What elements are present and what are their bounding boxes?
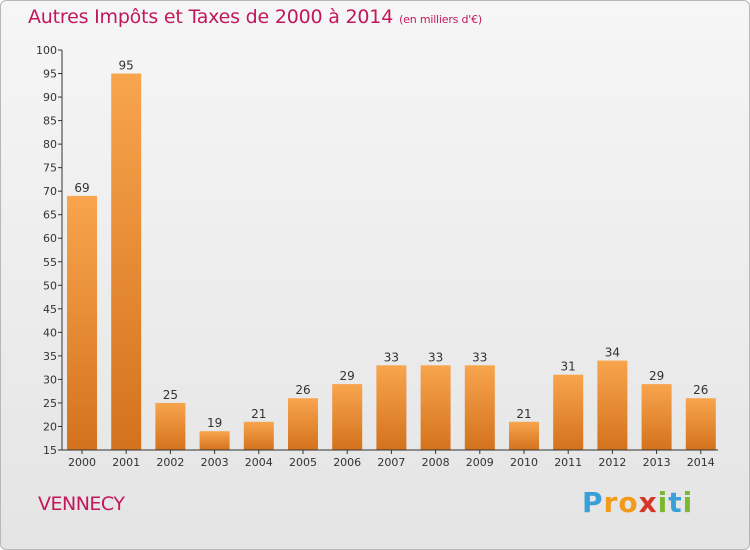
data-label: 34	[605, 346, 620, 360]
data-label: 31	[561, 360, 576, 374]
chart-title-text: Autres Impôts et Taxes de 2000 à 2014	[28, 6, 394, 28]
logo-letter: r	[603, 486, 619, 519]
y-tick-label: 40	[43, 326, 57, 339]
y-tick-label: 50	[43, 279, 57, 292]
x-tick-label: 2011	[554, 456, 582, 469]
data-label: 21	[516, 407, 531, 421]
x-tick-label: 2008	[422, 456, 450, 469]
bar	[509, 421, 539, 450]
data-label: 19	[207, 416, 222, 430]
y-tick-label: 25	[43, 397, 57, 410]
logo-letter: o	[618, 486, 639, 519]
bar	[155, 402, 186, 450]
y-tick-label: 75	[43, 162, 57, 175]
y-tick-label: 35	[43, 350, 57, 363]
y-tick-label: 45	[43, 303, 57, 316]
x-tick-label: 2009	[466, 456, 494, 469]
y-tick-label: 85	[43, 115, 57, 128]
x-tick-label: 2014	[687, 456, 715, 469]
data-label: 69	[74, 181, 89, 195]
data-label: 33	[472, 350, 487, 364]
data-label: 33	[384, 350, 399, 364]
bar	[67, 195, 97, 450]
x-tick-label: 2001	[112, 456, 140, 469]
bar	[685, 398, 716, 450]
bar	[420, 365, 451, 450]
x-tick-label: 2002	[156, 456, 184, 469]
bar	[111, 73, 142, 450]
data-label: 29	[340, 369, 355, 383]
bar	[199, 431, 230, 450]
commune-name: VENNECY	[38, 493, 125, 515]
logo-letter: t	[668, 486, 683, 519]
x-tick-label: 2000	[68, 456, 96, 469]
data-label: 21	[251, 407, 266, 421]
x-tick-label: 2010	[510, 456, 538, 469]
y-tick-label: 15	[43, 444, 57, 457]
y-tick-label: 95	[43, 68, 57, 81]
bar	[243, 421, 274, 450]
x-tick-label: 2007	[377, 456, 405, 469]
logo-letter: i	[682, 486, 694, 519]
y-tick-label: 100	[36, 44, 57, 57]
bars: 69 95 25 19 21 26 29 33 33 33 21 31 34 29 26	[67, 59, 716, 450]
x-tick-label: 2006	[333, 456, 361, 469]
data-label: 95	[119, 59, 134, 73]
x-axis: 2000 2001 2002 2003 2004 2005 2006 2007 2008 2009…	[62, 449, 718, 469]
bar	[553, 374, 584, 450]
y-tick-label: 55	[43, 256, 57, 269]
x-tick-label: 2005	[289, 456, 317, 469]
y-axis: 15 20 25 30 35 40 45 50 55 60 65 70 75 80 85 90 95 100	[36, 44, 63, 457]
bar	[332, 384, 363, 450]
chart-title: Autres Impôts et Taxes de 2000 à 2014 (en…	[28, 6, 482, 28]
data-label: 25	[163, 388, 178, 402]
logo-letter: P	[582, 486, 604, 519]
x-tick-label: 2012	[598, 456, 626, 469]
bar	[464, 365, 495, 450]
logo-letter: i	[657, 486, 669, 519]
data-label: 26	[693, 383, 708, 397]
y-tick-label: 60	[43, 232, 57, 245]
data-label: 29	[649, 369, 664, 383]
y-tick-label: 20	[43, 420, 57, 433]
unit-note: (en milliers d'€)	[399, 13, 482, 26]
y-tick-label: 90	[43, 91, 57, 104]
bar	[376, 365, 407, 450]
data-label: 26	[295, 383, 310, 397]
y-tick-label: 30	[43, 373, 57, 386]
bar	[288, 398, 318, 450]
bar	[597, 360, 628, 450]
logo-letter: x	[638, 486, 658, 519]
data-label: 33	[428, 350, 443, 364]
bar	[641, 384, 672, 450]
y-tick-label: 80	[43, 138, 57, 151]
y-tick-label: 70	[43, 185, 57, 198]
y-tick-label: 65	[43, 209, 57, 222]
x-tick-label: 2013	[643, 456, 671, 469]
x-tick-label: 2003	[201, 456, 229, 469]
x-tick-label: 2004	[245, 456, 273, 469]
proxiti-logo: Proxiti	[582, 486, 693, 519]
